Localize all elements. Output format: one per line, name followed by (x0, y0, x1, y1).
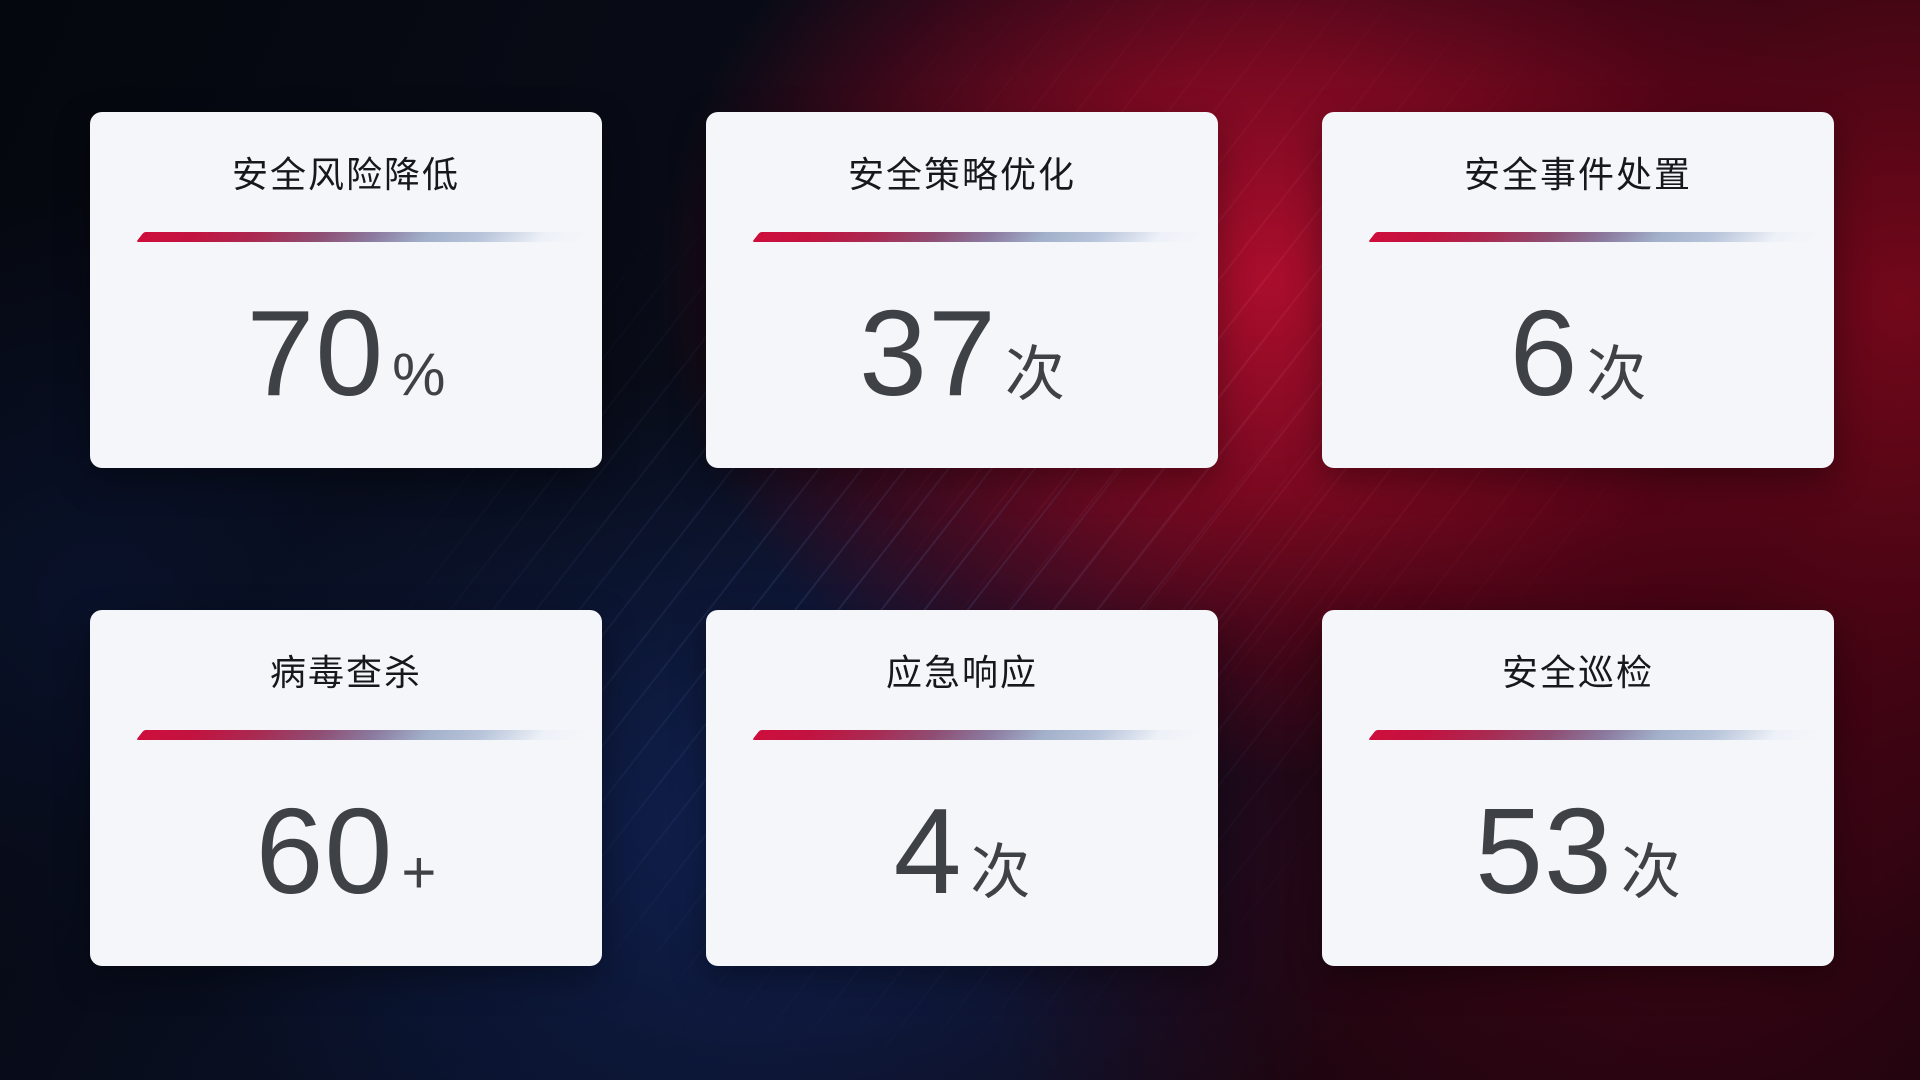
stat-card-security-inspection: 安全巡检 53 次 (1322, 610, 1834, 966)
stat-value-row: 70 % (246, 286, 445, 420)
stat-value-row: 37 次 (859, 286, 1065, 420)
stat-card-policy-optimization: 安全策略优化 37 次 (706, 112, 1218, 468)
stat-value: 6 (1509, 285, 1579, 421)
stat-unit: + (401, 839, 437, 906)
stat-card-incident-handling: 安全事件处置 6 次 (1322, 112, 1834, 468)
stat-value: 70 (246, 285, 385, 421)
stat-value-row: 4 次 (894, 784, 1031, 918)
stat-card-title: 病毒查杀 (269, 652, 422, 693)
stat-unit: % (392, 341, 446, 408)
stat-unit: 次 (1004, 341, 1065, 408)
stat-card-grid: 安全风险降低 70 % 安全策略优化 37 次 安全事件处置 6 次 病毒查杀 … (90, 112, 1834, 966)
accent-divider (1368, 232, 1824, 242)
stat-card-emergency-response: 应急响应 4 次 (706, 610, 1218, 966)
accent-divider (136, 232, 592, 242)
stat-card-risk-reduction: 安全风险降低 70 % (90, 112, 602, 468)
stat-card-title: 安全巡检 (1501, 652, 1654, 693)
stat-card-title: 安全策略优化 (847, 154, 1076, 195)
stat-value: 37 (859, 285, 997, 421)
stat-value-row: 6 次 (1510, 286, 1647, 420)
stat-card-title: 应急响应 (885, 652, 1038, 693)
stat-value: 53 (1475, 783, 1613, 919)
accent-divider (752, 730, 1208, 740)
stat-unit: 次 (1620, 839, 1681, 906)
stat-value: 60 (255, 783, 394, 919)
stat-card-title: 安全风险降低 (231, 154, 460, 195)
stat-value: 4 (893, 783, 963, 919)
stat-card-virus-scan: 病毒查杀 60 + (90, 610, 602, 966)
stat-unit: 次 (970, 839, 1031, 906)
accent-divider (752, 232, 1208, 242)
accent-divider (136, 730, 592, 740)
accent-divider (1368, 730, 1824, 740)
stat-value-row: 53 次 (1475, 784, 1681, 918)
stat-value-row: 60 + (256, 784, 437, 918)
stat-unit: 次 (1586, 341, 1647, 408)
stat-card-title: 安全事件处置 (1463, 154, 1692, 195)
